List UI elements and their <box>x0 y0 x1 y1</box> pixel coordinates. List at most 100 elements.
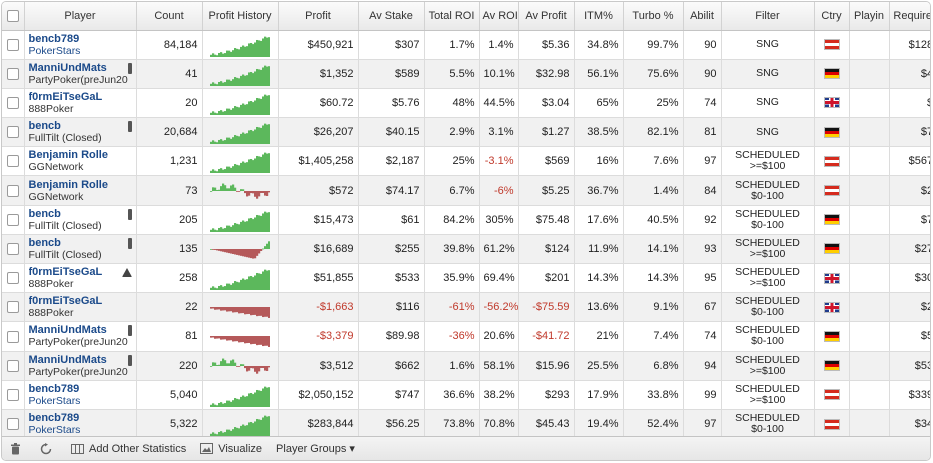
table-row[interactable]: f0rmEiTseGaL 888Poker 22 -$1,663 $116 -6… <box>2 292 930 323</box>
profit-history-cell[interactable] <box>202 292 279 323</box>
row-select-cell[interactable] <box>2 321 25 352</box>
profit-history-cell[interactable] <box>202 409 279 440</box>
col-itm[interactable]: ITM% <box>574 2 624 31</box>
player-name[interactable]: bencb789 <box>28 32 80 45</box>
player-cell[interactable]: ManniUndMats PartyPoker(preJun20 <box>24 321 137 352</box>
player-name[interactable]: bencb <box>28 236 61 249</box>
player-name[interactable]: ManniUndMats <box>28 353 107 366</box>
profit-history-cell[interactable] <box>202 205 279 235</box>
delete-button[interactable] <box>10 442 26 455</box>
player-name[interactable]: Benjamin Rolle <box>28 149 108 162</box>
col-av-profit[interactable]: Av Profit <box>518 2 575 31</box>
player-name[interactable]: f0rmEiTseGaL <box>28 266 103 279</box>
col-count[interactable]: Count <box>136 2 203 31</box>
profit-history-cell[interactable] <box>202 117 279 148</box>
table-row[interactable]: bencb789 PokerStars 5,040 $2,050,152 $74… <box>2 380 930 410</box>
row-checkbox[interactable] <box>6 301 19 314</box>
player-cell[interactable]: bencb FullTilt (Closed) <box>24 117 137 148</box>
table-row[interactable]: ManniUndMats PartyPoker(preJun20 41 $1,3… <box>2 59 930 89</box>
table-row[interactable]: bencb FullTilt (Closed) 205 $15,473 $61 … <box>2 205 930 235</box>
profit-history-cell[interactable] <box>202 59 279 89</box>
player-name[interactable]: bencb <box>28 120 61 133</box>
player-cell[interactable]: Benjamin Rolle GGNetwork <box>24 175 137 206</box>
player-cell[interactable]: Benjamin Rolle GGNetwork <box>24 146 137 177</box>
table-row[interactable]: Benjamin Rolle GGNetwork 73 $572 $74.17 … <box>2 175 930 206</box>
row-select-cell[interactable] <box>2 234 25 265</box>
player-name[interactable]: Benjamin Rolle <box>28 178 108 191</box>
row-checkbox[interactable] <box>6 359 19 372</box>
profit-history-cell[interactable] <box>202 321 279 352</box>
row-select-cell[interactable] <box>2 88 25 119</box>
col-av-stake[interactable]: Av Stake <box>358 2 425 31</box>
row-select-cell[interactable] <box>2 175 25 206</box>
player-groups-dropdown[interactable]: Player Groups ▾ <box>276 442 355 455</box>
col-player[interactable]: Player <box>24 2 137 31</box>
row-checkbox[interactable] <box>6 97 19 110</box>
col-turbo[interactable]: Turbo % <box>623 2 684 31</box>
visualize-button[interactable]: Visualize <box>200 443 262 455</box>
row-checkbox[interactable] <box>6 272 19 285</box>
row-select-cell[interactable] <box>2 351 25 381</box>
profit-history-cell[interactable] <box>202 263 279 294</box>
player-cell[interactable]: bencb789 PokerStars <box>24 409 137 440</box>
row-select-cell[interactable] <box>2 146 25 177</box>
row-checkbox[interactable] <box>6 242 19 255</box>
row-checkbox[interactable] <box>6 67 19 80</box>
table-row[interactable]: bencb789 PokerStars 5,322 $283,844 $56.2… <box>2 409 930 440</box>
profit-history-cell[interactable] <box>202 351 279 381</box>
refresh-button[interactable] <box>40 442 57 455</box>
row-checkbox[interactable] <box>6 155 19 168</box>
col-required-bankroll[interactable]: Required Ba <box>889 2 930 31</box>
table-row[interactable]: f0rmEiTseGaL 888Poker 20 $60.72 $5.76 48… <box>2 88 930 119</box>
row-select-cell[interactable] <box>2 263 25 294</box>
row-checkbox[interactable] <box>6 38 19 51</box>
profit-history-cell[interactable] <box>202 380 279 410</box>
row-checkbox[interactable] <box>6 126 19 139</box>
select-all-checkbox[interactable] <box>6 9 19 22</box>
col-profit-history[interactable]: Profit History <box>202 2 279 31</box>
col-playing[interactable]: Playin <box>849 2 890 31</box>
row-checkbox[interactable] <box>6 330 19 343</box>
player-cell[interactable]: bencb FullTilt (Closed) <box>24 234 137 265</box>
player-name[interactable]: f0rmEiTseGaL <box>28 295 103 308</box>
player-name[interactable]: bencb789 <box>28 382 80 395</box>
player-name[interactable]: bencb789 <box>28 412 80 425</box>
row-select-cell[interactable] <box>2 117 25 148</box>
col-av-roi[interactable]: Av ROI <box>479 2 519 31</box>
row-checkbox[interactable] <box>6 184 19 197</box>
player-cell[interactable]: f0rmEiTseGaL 888Poker <box>24 88 137 119</box>
col-filter[interactable]: Filter <box>721 2 815 31</box>
player-cell[interactable]: f0rmEiTseGaL 888Poker <box>24 292 137 323</box>
row-select-cell[interactable] <box>2 292 25 323</box>
select-all-header[interactable] <box>2 2 25 31</box>
table-row[interactable]: ManniUndMats PartyPoker(preJun20 220 $3,… <box>2 351 930 381</box>
profit-history-cell[interactable] <box>202 88 279 119</box>
table-row[interactable]: ManniUndMats PartyPoker(preJun20 81 -$3,… <box>2 321 930 352</box>
table-row[interactable]: f0rmEiTseGaL 888Poker 258 $51,855 $533 3… <box>2 263 930 294</box>
player-cell[interactable]: ManniUndMats PartyPoker(preJun20 <box>24 59 137 89</box>
player-cell[interactable]: bencb789 PokerStars <box>24 380 137 410</box>
profit-history-cell[interactable] <box>202 30 279 60</box>
add-other-statistics-button[interactable]: Add Other Statistics <box>71 443 186 455</box>
player-name[interactable]: bencb <box>28 207 61 220</box>
player-cell[interactable]: bencb789 PokerStars <box>24 30 137 60</box>
row-select-cell[interactable] <box>2 205 25 235</box>
player-cell[interactable]: ManniUndMats PartyPoker(preJun20 <box>24 351 137 381</box>
player-cell[interactable]: bencb FullTilt (Closed) <box>24 205 137 235</box>
table-row[interactable]: Benjamin Rolle GGNetwork 1,231 $1,405,25… <box>2 146 930 177</box>
col-total-roi[interactable]: Total ROI <box>424 2 480 31</box>
row-select-cell[interactable] <box>2 409 25 440</box>
row-checkbox[interactable] <box>6 388 19 401</box>
row-select-cell[interactable] <box>2 30 25 60</box>
col-profit[interactable]: Profit <box>278 2 359 31</box>
player-name[interactable]: f0rmEiTseGaL <box>28 90 103 103</box>
profit-history-cell[interactable] <box>202 146 279 177</box>
profit-history-cell[interactable] <box>202 234 279 265</box>
table-row[interactable]: bencb789 PokerStars 84,184 $450,921 $307… <box>2 30 930 60</box>
row-checkbox[interactable] <box>6 418 19 431</box>
player-name[interactable]: ManniUndMats <box>28 324 107 337</box>
row-select-cell[interactable] <box>2 59 25 89</box>
col-country[interactable]: Ctry <box>814 2 850 31</box>
table-row[interactable]: bencb FullTilt (Closed) 135 $16,689 $255… <box>2 234 930 265</box>
row-checkbox[interactable] <box>6 213 19 226</box>
